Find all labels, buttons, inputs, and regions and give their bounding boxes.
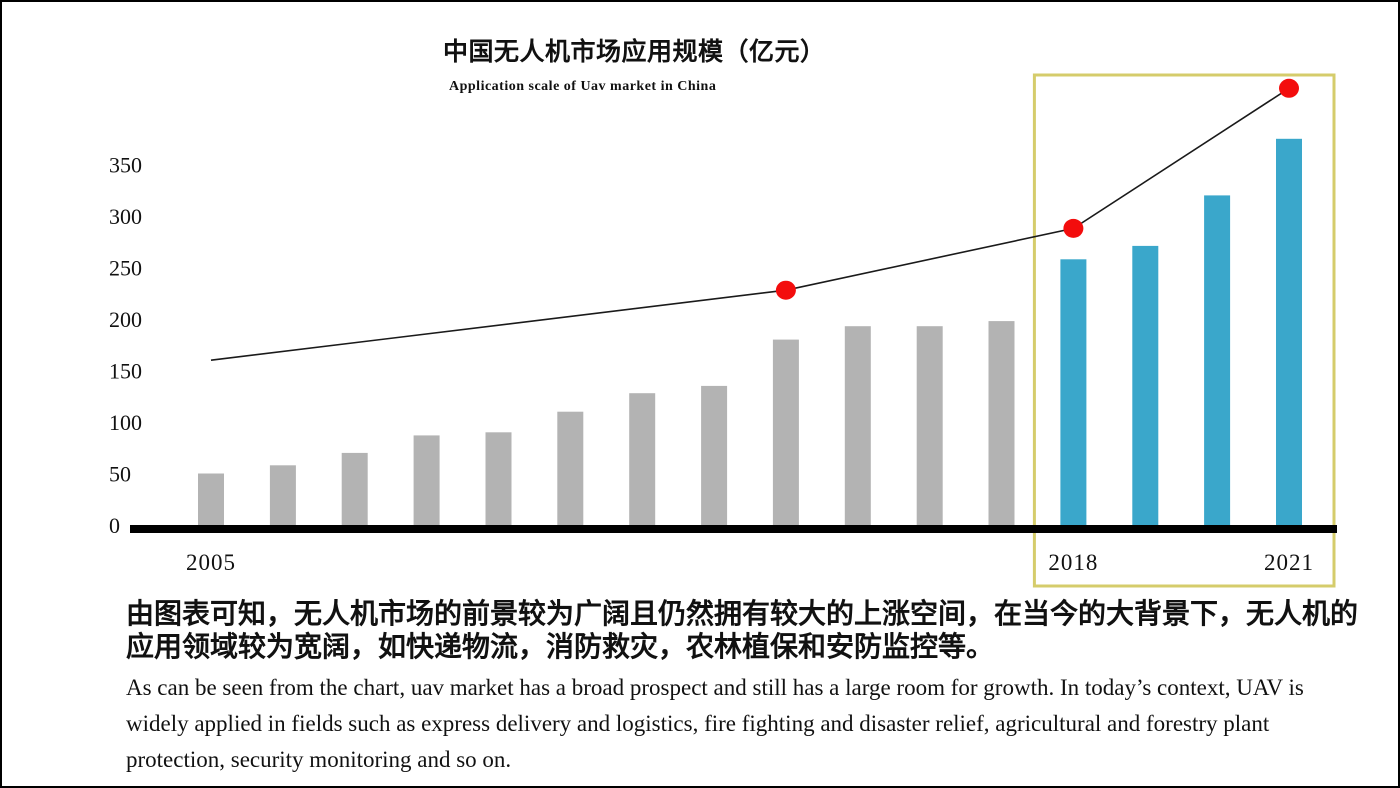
bar-2013 [772,339,799,525]
x-label-2005: 2005 [186,550,236,575]
bar-2010 [557,411,584,525]
x-label-2018: 2018 [1048,550,1098,575]
bar-2007 [341,452,368,525]
bar-2005 [198,473,224,525]
y-tick-150: 150 [109,359,142,384]
bar-2019 [1132,245,1159,525]
bar-2018 [1060,259,1087,525]
analysis-text-en: As can be seen from the chart, uav marke… [126,675,1304,772]
trend-dot-2018 [1063,218,1084,238]
y-tick-300: 300 [109,204,142,229]
chart-title: 中国无人机市场应用规模（亿元） [443,39,826,66]
bar-2006 [269,465,296,525]
trend-dot-2013 [775,280,796,300]
bar-2009 [485,432,512,525]
bar-2021 [1276,138,1302,526]
bar-2015 [916,326,943,525]
bar-2012 [701,385,728,525]
bar-2016 [988,321,1015,525]
bar-2008 [413,435,440,525]
y-tick-250: 250 [109,256,142,281]
y-tick-0: 0 [109,513,120,538]
y-tick-350: 350 [109,153,142,178]
trend-dot-2021 [1279,78,1299,98]
y-tick-200: 200 [109,307,142,332]
highlight-box [1032,73,1336,588]
y-tick-50: 50 [109,462,131,487]
bar-2020 [1204,195,1231,525]
x-label-2021: 2021 [1264,550,1314,575]
analysis-text-zh: 由图表可知，无人机市场的前景较为广阔且仍然拥有较大的上涨空间，在当今的大背景下，… [126,599,1359,663]
bar-2011 [629,393,656,525]
uav-market-chart: 350 300 250 200 150 100 50 0 2005 2018 2021 [109,73,1337,588]
trend-line [210,87,1290,361]
bar-2014 [844,326,871,525]
chart-subtitle-en: Application scale of Uav market in China [449,79,717,94]
y-tick-100: 100 [109,410,142,435]
axis-baseline [130,525,1337,533]
